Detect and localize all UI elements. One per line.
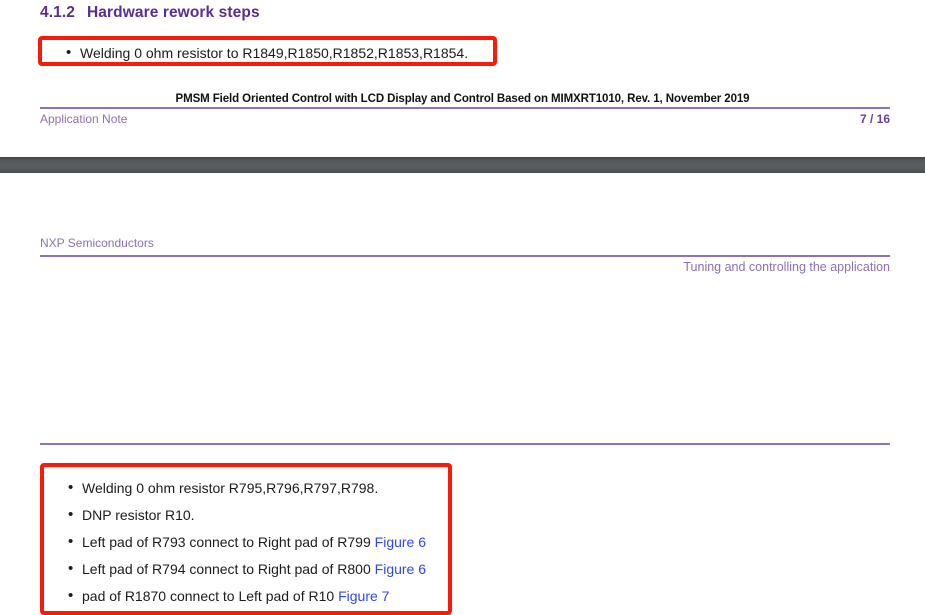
page-separator [0,157,925,173]
footer-divider [40,107,890,109]
list-item-text: pad of R1870 connect to Left pad of R10 [82,588,339,604]
list-item: Welding 0 ohm resistor to R1849,R1850,R1… [58,43,469,63]
footer-document-title: PMSM Field Oriented Control with LCD Dis… [175,93,750,105]
figure-link[interactable]: Figure 7 [338,588,390,604]
list-item: DNP resistor R10. [60,501,426,529]
figure-link[interactable]: Figure 6 [374,561,427,577]
section-number: 4.1.2 [40,4,75,21]
header-chapter-title: Tuning and controlling the application [683,260,890,274]
rework-steps-list-page-one: Welding 0 ohm resistor to R1849,R1850,R1… [58,43,469,63]
list-item-text: Left pad of R794 connect to Right pad of… [82,561,375,577]
pdf-page-one: 4.1.2 Hardware rework steps Welding 0 ohm… [0,0,925,157]
list-item: Welding 0 ohm resistor R795,R796,R797,R7… [60,474,426,502]
page-title: 4.1.2 Hardware rework steps [40,4,260,22]
list-item-text: Welding 0 ohm resistor R795,R796,R797,R7… [82,480,379,496]
footer-page-number: 7 / 16 [859,112,890,126]
callout-box-page-two: Welding 0 ohm resistor R795,R796,R797,R7… [40,463,452,615]
figure-link[interactable]: Figure 6 [374,534,427,550]
list-item: Left pad of R794 connect to Right pad of… [60,555,427,583]
callout-box-page-one: Welding 0 ohm resistor to R1849,R1850,R1… [38,36,497,66]
list-item-text: DNP resistor R10. [82,507,195,523]
header-divider [40,255,890,257]
list-item: pad of R1870 connect to Left pad of R10 … [60,582,426,610]
header-company-name: NXP Semiconductors [40,236,154,250]
list-item-text: Welding 0 ohm resistor to R1849,R1850,R1… [80,45,469,61]
section-title: Hardware rework steps [86,4,260,21]
pdf-page-two: NXP Semiconductors Tuning and controllin… [0,173,925,615]
list-item-text: Left pad of R793 connect to Right pad of… [82,534,375,550]
footer-document-type: Application Note [40,112,128,126]
list-item: Left pad of R793 connect to Right pad of… [60,528,427,556]
rework-steps-list-page-two: Welding 0 ohm resistor R795,R796,R797,R7… [60,474,427,610]
page-two-footer-divider [40,443,890,445]
